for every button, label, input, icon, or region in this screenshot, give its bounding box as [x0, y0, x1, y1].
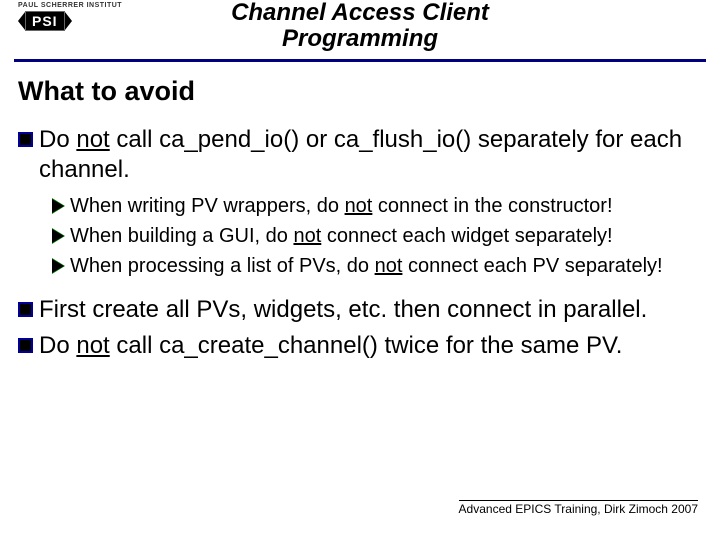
bullet-3: Do not call ca_create_channel() twice fo… — [18, 331, 702, 361]
bullet-2: First create all PVs, widgets, etc. then… — [18, 295, 702, 325]
square-bullet-icon — [18, 132, 33, 147]
triangle-bullet-icon — [52, 229, 64, 243]
sub-bullet-3: When processing a list of PVs, do not co… — [52, 253, 702, 279]
bullet-1-text: Do not call ca_pend_io() or ca_flush_io(… — [39, 125, 702, 185]
title-line-2: Programming — [282, 25, 438, 52]
text-fragment: connect each PV separately! — [402, 255, 662, 277]
psi-logo: PAUL SCHERRER INSTITUT PSI — [18, 2, 122, 31]
text-underline: not — [293, 225, 321, 247]
slide-footer: Advanced EPICS Training, Dirk Zimoch 200… — [459, 500, 698, 516]
text-underline: not — [375, 255, 403, 277]
sub-bullet-1-text: When writing PV wrappers, do not connect… — [70, 193, 702, 219]
sub-bullet-2: When building a GUI, do not connect each… — [52, 223, 702, 249]
logo-badge: PSI — [18, 11, 122, 31]
text-fragment: Do — [39, 126, 76, 153]
logo-text: PSI — [25, 11, 65, 31]
text-fragment: When building a GUI, do — [70, 225, 293, 247]
sub-bullet-list: When writing PV wrappers, do not connect… — [52, 193, 702, 279]
text-underline: not — [76, 332, 109, 359]
title-line-1: Channel Access Client — [231, 0, 489, 26]
logo-right-arrow-icon — [65, 12, 72, 30]
text-fragment: call ca_create_channel() twice for the s… — [110, 332, 623, 359]
triangle-bullet-icon — [52, 259, 64, 273]
bullet-3-text: Do not call ca_create_channel() twice fo… — [39, 331, 702, 361]
text-fragment: Do — [39, 332, 76, 359]
text-fragment: When writing PV wrappers, do — [70, 195, 345, 217]
section-title: What to avoid — [18, 76, 702, 107]
text-underline: not — [76, 126, 109, 153]
sub-bullet-3-text: When processing a list of PVs, do not co… — [70, 253, 702, 279]
logo-institute-text: PAUL SCHERRER INSTITUT — [18, 2, 122, 9]
text-underline: not — [345, 195, 373, 217]
bullet-1: Do not call ca_pend_io() or ca_flush_io(… — [18, 125, 702, 185]
square-bullet-icon — [18, 338, 33, 353]
logo-left-arrow-icon — [18, 12, 25, 30]
text-fragment: connect each widget separately! — [321, 225, 612, 247]
text-fragment: call ca_pend_io() or ca_flush_io() separ… — [39, 126, 682, 183]
sub-bullet-2-text: When building a GUI, do not connect each… — [70, 223, 702, 249]
text-fragment: connect in the constructor! — [372, 195, 612, 217]
bullet-2-text: First create all PVs, widgets, etc. then… — [39, 295, 702, 325]
slide-header: PAUL SCHERRER INSTITUT PSI Channel Acces… — [0, 0, 720, 53]
text-fragment: When processing a list of PVs, do — [70, 255, 375, 277]
triangle-bullet-icon — [52, 199, 64, 213]
sub-bullet-1: When writing PV wrappers, do not connect… — [52, 193, 702, 219]
square-bullet-icon — [18, 302, 33, 317]
slide-content: What to avoid Do not call ca_pend_io() o… — [0, 62, 720, 361]
